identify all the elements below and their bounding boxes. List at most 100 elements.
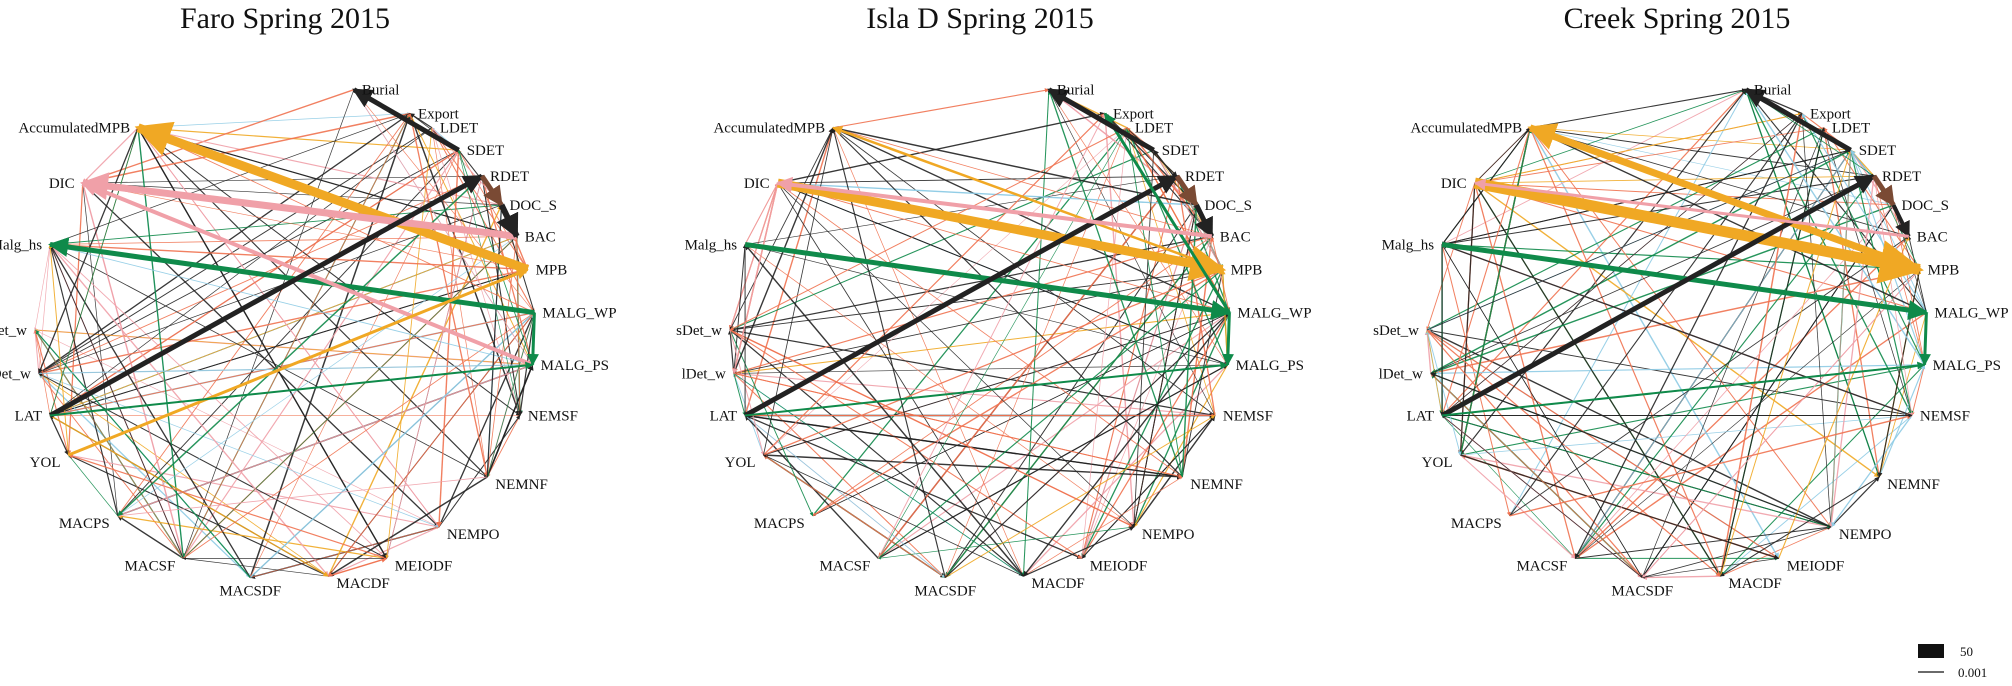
- flow-edge-thin: [729, 329, 765, 456]
- node-label-export: Export: [418, 107, 460, 123]
- flow-edge-thin: [878, 526, 1134, 560]
- flow-edge-thin: [1460, 454, 1780, 560]
- node-label-malg_hs: Malg_hs: [0, 238, 42, 254]
- flow-edge-thin: [38, 372, 251, 579]
- node-label-malg_wp: MALG_WP: [1934, 306, 2008, 322]
- flow-edge-thin: [763, 454, 1024, 577]
- node-label-sdet_w: sDet_w: [1373, 323, 1419, 339]
- flow-edge-thin: [1878, 364, 1926, 478]
- flow-edge-thin: [49, 244, 184, 559]
- flow-edge-thin: [944, 127, 1128, 578]
- node-label-ldet_w: lDet_w: [682, 366, 726, 382]
- flow-edge-thin: [409, 112, 433, 129]
- flow-edge-thin: [1104, 113, 1137, 528]
- flow-edge-mpb-to-accumulatedmpb: [134, 121, 530, 274]
- flow-edge-thin: [1441, 127, 1531, 416]
- flow-edge-thin: [1830, 476, 1880, 528]
- node-label-ldet: LDET: [1832, 121, 1870, 137]
- flow-edge-thin: [832, 127, 1212, 237]
- flow-edge-thin: [117, 515, 184, 559]
- node-label-doc_s: DOC_S: [1902, 198, 1950, 214]
- node-label-mpb: MPB: [1231, 263, 1263, 279]
- flow-edge-thin: [37, 244, 51, 374]
- flow-edge-thin: [777, 182, 1024, 577]
- flow-edge-thin: [457, 149, 521, 416]
- flow-edge-thin: [733, 244, 747, 374]
- node-label-macps: MACPS: [754, 516, 805, 532]
- flow-edge-thin: [34, 329, 440, 528]
- flow-edge-thin: [117, 236, 517, 517]
- flow-edge-thin: [831, 127, 946, 578]
- flow-edge-thin: [68, 454, 329, 577]
- flow-edge-thin: [1529, 127, 1832, 528]
- node-label-ldet: LDET: [440, 121, 478, 137]
- flow-edge-thin: [82, 182, 440, 528]
- node-label-sdet_w: sDet_w: [676, 323, 722, 339]
- node-label-malg_ps: MALG_PS: [541, 358, 609, 374]
- node-label-yol: YOL: [1422, 455, 1453, 471]
- flow-edge-rdet-to-doc_s: [1174, 174, 1199, 207]
- flow-edge-thin: [1430, 267, 1921, 375]
- flow-edge-thin: [777, 182, 1183, 478]
- node-label-bac: BAC: [1220, 229, 1251, 245]
- flow-edge-thin: [1132, 150, 1155, 528]
- flow-edge-sdet-to-burial: [352, 87, 460, 153]
- flow-edge-thin: [1778, 235, 1910, 559]
- flow-edge-rdet-to-doc_s: [479, 174, 504, 207]
- flow-edge-thin: [117, 113, 411, 517]
- major-flows: [48, 87, 539, 457]
- flow-edge-thin: [1719, 112, 1804, 577]
- flow-edge-thin: [1574, 113, 1803, 559]
- node-label-rdet: RDET: [1882, 169, 1921, 185]
- node-label-nemnf: NEMNF: [1887, 477, 1940, 493]
- node-label-dic: DIC: [49, 176, 75, 192]
- panels: Faro Spring 2015ExportLDETSDETRDETDOC_SB…: [0, 2, 2009, 600]
- flow-edge-thin: [1126, 127, 1230, 314]
- node-label-accumulatedmpb: AccumulatedMPB: [713, 121, 825, 137]
- major-flows: [743, 87, 1234, 418]
- flow-edge-yol-to-mpb: [67, 268, 529, 457]
- flow-edge-thin: [137, 127, 535, 313]
- node-label-nemnf: NEMNF: [495, 477, 548, 493]
- flow-edge-thin: [1529, 88, 1747, 129]
- flow-edge-thin: [34, 328, 533, 366]
- flow-edge-thin: [68, 454, 387, 559]
- flow-edge-thin: [480, 175, 521, 416]
- flow-edge-thin: [744, 182, 779, 245]
- flow-edge-thin: [1474, 112, 1803, 184]
- flow-edge-thin: [877, 312, 1230, 559]
- flow-edge-thin: [1426, 329, 1462, 456]
- flow-edge-thin: [1426, 329, 1832, 528]
- flow-edge-thin: [832, 126, 1197, 206]
- node-label-meiodf: MEIODF: [1787, 558, 1845, 574]
- flow-edge-thin: [1430, 364, 1925, 376]
- flow-edge-lat-to-rdet: [1440, 173, 1876, 418]
- flow-edge-thin: [727, 329, 735, 374]
- flow-edge-thin: [729, 268, 1223, 331]
- flow-edge-thin: [49, 149, 460, 417]
- node-label-sdet: SDET: [1162, 143, 1200, 159]
- flow-edge-thin: [1720, 364, 1925, 577]
- node-label-burial: Burial: [1057, 83, 1095, 99]
- node-label-macsdf: MACSDF: [914, 584, 976, 600]
- flow-edge-thin: [353, 89, 535, 313]
- flow-edge-thin: [812, 312, 1230, 517]
- flow-edge-thin: [82, 182, 528, 270]
- flow-edge-thin: [1509, 113, 1803, 517]
- node-label-sdet_w: sDet_w: [0, 323, 27, 339]
- flow-edge-thin: [327, 526, 440, 577]
- flow-edge-sdet-to-burial: [1744, 87, 1852, 153]
- flow-edge-thin: [1022, 312, 1230, 577]
- node-label-nempo: NEMPO: [1142, 527, 1195, 543]
- node-label-lat: LAT: [15, 409, 43, 425]
- width-legend: 50 0.001: [1918, 644, 1987, 680]
- flow-edge-thin: [1424, 329, 1432, 374]
- node-label-ldet_w: lDet_w: [1379, 366, 1423, 382]
- flow-edge-thin: [1081, 236, 1213, 559]
- node-label-burial: Burial: [1754, 83, 1792, 99]
- node-label-export: Export: [1113, 107, 1155, 123]
- flow-edge-thin: [431, 127, 528, 270]
- flow-edge-thin: [729, 329, 814, 517]
- flow-edge-thin: [117, 476, 488, 518]
